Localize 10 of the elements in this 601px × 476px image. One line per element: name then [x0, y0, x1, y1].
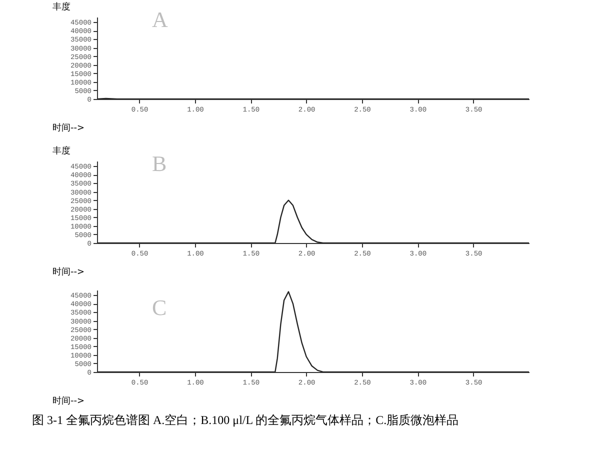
caption: 图 3-1 全氟丙烷色谱图 A.空白；B.100 μl/L 的全氟丙烷气体样品；C.脂质微泡样品: [32, 413, 459, 427]
chart-title: A: [152, 7, 168, 32]
chart-title: C: [152, 295, 167, 320]
y-axis-title: 丰度: [52, 2, 70, 12]
x-axis-title: 时间-->: [52, 266, 85, 278]
chart-title: B: [152, 151, 167, 176]
line-series: [97, 291, 529, 372]
x-axis-title: 时间-->: [52, 396, 85, 406]
y-axis-title: 丰度: [52, 146, 70, 156]
x-axis-title: 时间-->: [52, 122, 85, 134]
